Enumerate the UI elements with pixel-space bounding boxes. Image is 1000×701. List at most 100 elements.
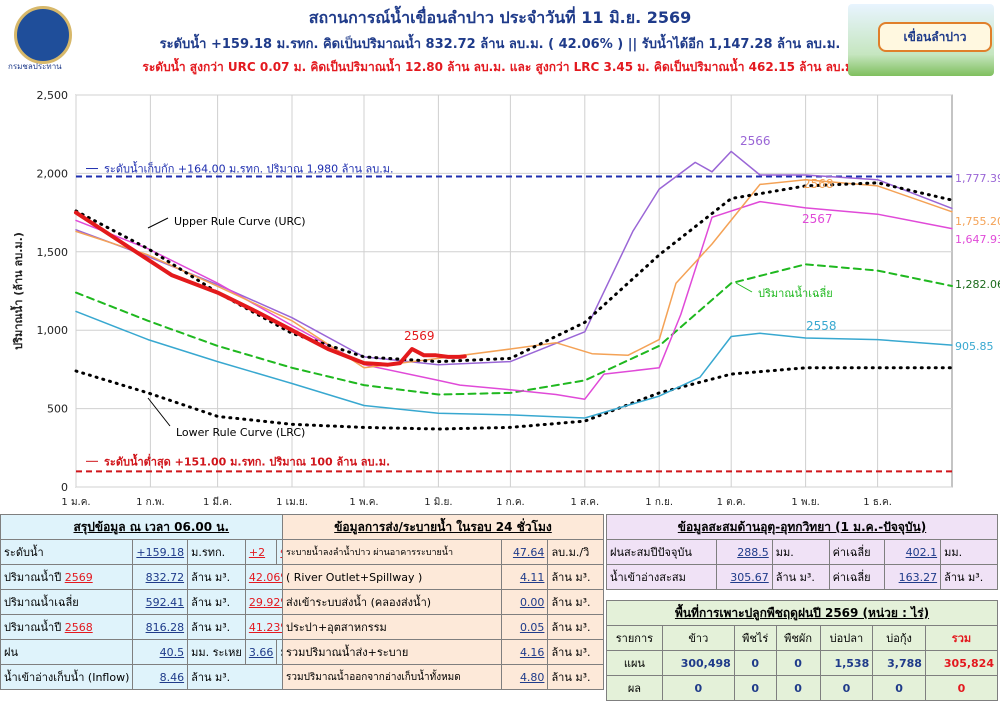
crop-plan-cell: 1,538 <box>819 650 874 676</box>
end-value-label: 1,647.93 <box>955 233 1000 246</box>
series-line-lrc <box>74 366 954 431</box>
hydro-inflow-unit: ล้าน ม³. <box>771 564 830 590</box>
y-tick-label: 2,000 <box>37 167 69 180</box>
release-label: รวมปริมาณน้ำส่ง+ระบาย <box>281 639 503 665</box>
logo-caption: กรมชลประทาน <box>8 62 62 71</box>
hydro-rain-unit: มม. <box>771 539 830 565</box>
page-title: สถานการณ์น้ำเขื่อนลำปาว ประจำวันที่ 11 ม… <box>308 8 692 27</box>
summary-label-text: ปริมาณน้ำปี <box>4 571 62 584</box>
summary-value: +159.18 <box>132 539 189 565</box>
hydro-table: ข้อมูลสะสมด้านอุตุ-อุทกวิทยา (1 ม.ค.-ปัจ… <box>606 514 998 590</box>
lrc-label: Lower Rule Curve (LRC) <box>176 426 305 439</box>
x-tick-label: 1 ก.ค. <box>496 497 525 508</box>
summary-label: ปริมาณน้ำปี 2568 <box>0 614 134 640</box>
y2558-label: 2558 <box>806 319 837 333</box>
series-line-avg <box>75 263 953 396</box>
crop-plan-cell: 3,788 <box>872 650 926 676</box>
crop-result-cell: 0 <box>872 675 926 701</box>
summary-label: ฝน <box>0 639 134 665</box>
dam-badge: เขื่อนลำปาว <box>848 4 994 76</box>
hydro-head: ข้อมูลสะสมด้านอุตุ-อุทกวิทยา (1 ม.ค.-ปัจ… <box>606 514 998 540</box>
avg-label: ปริมาณน้ำเฉลี่ย <box>758 285 833 300</box>
hydro-rain-avg-label: ค่าเฉลี่ย <box>828 539 886 565</box>
release-value: 47.64 <box>501 539 549 565</box>
y-axis-label: ปริมาณน้ำ (ล้าน ลบ.ม.) <box>10 232 25 350</box>
x-tick-label: 1 ม.ค. <box>61 497 90 508</box>
summary-unit: ม.รทก. <box>187 539 246 565</box>
release-unit: ล้าน ม³. <box>547 639 604 665</box>
summary-label: ระดับน้ำ <box>0 539 134 565</box>
crop-plan-label: แผน <box>606 650 663 676</box>
release-label: ระบายน้ำลงลำน้ำปาว ผ่านอาคารระบายน้ำ <box>281 539 503 565</box>
summary-unit: มม. ระเหย <box>187 639 246 665</box>
y2566-label: 2566 <box>740 134 771 148</box>
release-label: รวมปริมาณน้ำออกจากอ่างเก็บน้ำทั้งหมด <box>281 664 503 690</box>
series-line-y2558 <box>75 310 953 419</box>
crop-col: บ่อปลา <box>819 625 874 651</box>
crop-col: รายการ <box>606 625 663 651</box>
hydro-rain-avg-unit: มม. <box>940 539 998 565</box>
summary-value: 8.46 <box>132 664 189 690</box>
status-line: ระดับน้ำ +159.18 ม.รทก. คิดเป็นปริมาณน้ำ… <box>159 37 841 52</box>
release-value: 4.11 <box>501 564 549 590</box>
summary-label-text: ปริมาณน้ำปี <box>4 621 62 634</box>
badge-label: เขื่อนลำปาว <box>878 22 992 52</box>
series-line-y2567 <box>75 200 953 400</box>
crop-plan-total: 305,824 <box>924 650 999 676</box>
x-tick-label: 1 ต.ค. <box>717 497 746 508</box>
hydro-inflow-avg: 163.27 <box>884 564 942 590</box>
y-tick-label: 2,500 <box>37 89 69 102</box>
release-unit: ล้าน ม³. <box>547 614 604 640</box>
release-value: 4.80 <box>501 664 549 690</box>
release-value: 0.00 <box>501 589 549 615</box>
crop-result-total: 0 <box>924 675 999 701</box>
chart-area: 0 500 1,000 1,500 2,000 2,500 1 ม.ค. 1 ก.พ. 1 มี… <box>0 80 1000 512</box>
crop-result-cell: 0 <box>733 675 777 701</box>
x-tick-label: 1 เม.ย. <box>276 497 308 508</box>
rule-curve-line: ระดับน้ำ สูงกว่า URC 0.07 ม. คิดเป็นปริม… <box>142 60 858 74</box>
crop-plan-cell: 0 <box>733 650 777 676</box>
crop-table: พื้นที่การเพาะปลูกพืชฤดูฝนปี 2569 (หน่วย… <box>606 600 999 701</box>
summary-label: น้ำเข้าอ่างเก็บน้ำ (Inflow) <box>0 664 134 690</box>
release-unit: ล้าน ม³. <box>547 664 604 690</box>
summary-value: 816.28 <box>132 614 189 640</box>
summary-value: 832.72 <box>132 564 189 590</box>
end-value-label: 1,777.39 <box>955 172 1000 185</box>
end-value-label: 1,282.06 <box>955 278 1000 291</box>
header: กรมชลประทาน สถานการณ์น้ำเขื่อนลำปาว ประจ… <box>0 0 1000 80</box>
summary-unit: ล้าน ม³. <box>187 614 246 640</box>
end-value-label: 905.85 <box>955 340 994 353</box>
release-head: ข้อมูลการส่ง/ระบายน้ำ ในรอบ 24 ชั่วโมง <box>282 514 604 540</box>
x-tick-label: 1 พ.ค. <box>349 497 378 508</box>
lrc-leader <box>147 397 171 427</box>
series-line-y2566 <box>75 150 953 366</box>
release-unit: ล้าน ม³. <box>547 564 604 590</box>
x-tick-label: 1 มิ.ย. <box>424 497 452 508</box>
summary-year: 2569 <box>64 571 93 584</box>
x-tick-label: 1 ก.ย. <box>645 497 673 508</box>
release-table: ข้อมูลการส่ง/ระบายน้ำ ในรอบ 24 ชั่วโมง ร… <box>281 514 604 690</box>
x-tick-label: 1 ก.พ. <box>136 497 165 508</box>
y2567-label: 2567 <box>802 212 833 226</box>
crop-col: รวม <box>924 625 999 651</box>
rid-logo <box>14 6 72 64</box>
urc-label: Upper Rule Curve (URC) <box>174 215 306 228</box>
summary-table: สรุปข้อมูล ณ เวลา 06.00 น. ระดับน้ำ +159… <box>0 514 303 690</box>
crop-col: พืชไร่ <box>733 625 777 651</box>
series-line-y2569 <box>74 210 467 367</box>
reference-label: ระดับน้ำต่ำสุด +151.00 ม.รทก. ปริมาณ 100… <box>104 453 390 469</box>
y2569-label: 2569 <box>404 329 435 343</box>
summary-extra: +2 <box>244 539 278 565</box>
reference-label: ระดับน้ำเก็บกัก +164.00 ม.รทก. ปริมาณ 1,… <box>104 161 394 176</box>
summary-head: สรุปข้อมูล ณ เวลา 06.00 น. <box>0 514 303 540</box>
crop-col: บ่อกุ้ง <box>872 625 926 651</box>
y-tick-label: 0 <box>61 481 68 494</box>
crop-plan-cell: 300,498 <box>661 650 735 676</box>
crop-head: พื้นที่การเพาะปลูกพืชฤดูฝนปี 2569 (หน่วย… <box>606 600 998 626</box>
hydro-inflow: 305.67 <box>715 564 773 590</box>
y-tick-label: 500 <box>47 403 68 416</box>
summary-extra: 3.66 <box>244 639 278 665</box>
y-tick-label: 1,000 <box>37 324 69 337</box>
summary-year: 2568 <box>64 621 93 634</box>
release-value: 4.16 <box>501 639 549 665</box>
